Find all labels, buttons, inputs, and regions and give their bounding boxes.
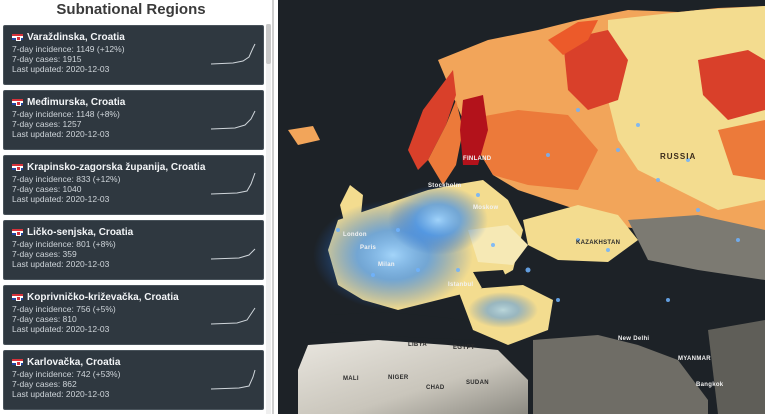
map-label-mali: MALI (343, 376, 359, 382)
map-label-new-delhi: New Delhi (618, 336, 650, 342)
map-label-niger: NIGER (388, 375, 409, 381)
region-card[interactable]: Karlovačka, Croatia 7-day incidence: 742 … (3, 350, 264, 410)
region-name: Međimurska, Croatia (27, 96, 126, 108)
world-map[interactable]: RUSSIA FINLAND Stockholm Moskow London P… (278, 0, 765, 414)
region-cases: 7-day cases: 1915 (12, 54, 82, 64)
region-cases: 7-day cases: 810 (12, 314, 77, 324)
region-incidence: 7-day incidence: 756 (+5%) (12, 304, 116, 314)
east-orange (718, 120, 765, 180)
east-red-patch (698, 50, 765, 120)
region-list: Varaždinska, Croatia 7-day incidence: 114… (3, 25, 264, 415)
southeast-asia (708, 320, 765, 414)
region-card-header: Međimurska, Croatia (12, 95, 257, 109)
region-cases: 7-day cases: 359 (12, 249, 77, 259)
map-canvas[interactable] (278, 0, 765, 414)
region-name: Varaždinska, Croatia (27, 31, 125, 43)
croatia-flag-icon (12, 228, 23, 236)
region-card-header: Ličko-senjska, Croatia (12, 225, 257, 239)
region-name: Krapinsko-zagorska županija, Croatia (27, 161, 206, 173)
croatia-flag-icon (12, 163, 23, 171)
china-mongolia (628, 215, 765, 280)
region-name: Karlovačka, Croatia (27, 356, 121, 368)
subnational-regions-panel: Subnational Regions Varaždinska, Croatia… (0, 0, 274, 414)
croatia-flag-icon (12, 33, 23, 41)
region-updated: Last updated: 2020-12-03 (12, 324, 110, 334)
siberia-red (563, 30, 628, 110)
arabia-india (533, 335, 708, 414)
trend-sparkline (210, 369, 256, 390)
region-name: Koprivničko-križevačka, Croatia (27, 291, 179, 303)
region-card[interactable]: Koprivničko-križevačka, Croatia 7-day inc… (3, 285, 264, 345)
region-updated: Last updated: 2020-12-03 (12, 389, 110, 399)
trend-sparkline (210, 307, 256, 325)
map-label-bangkok: Bangkok (696, 382, 724, 388)
map-label-stockholm: Stockholm (428, 183, 462, 189)
map-label-finland: FINLAND (463, 156, 492, 162)
black-sea (473, 270, 510, 290)
region-card-header: Koprivničko-križevačka, Croatia (12, 290, 257, 304)
croatia-flag-icon (12, 293, 23, 301)
map-label-moscow: Moskow (473, 205, 499, 211)
europe-hotspot-glow-2 (388, 185, 488, 255)
region-cases: 7-day cases: 1040 (12, 184, 82, 194)
region-card-header: Varaždinska, Croatia (12, 30, 257, 44)
mediterranean (328, 312, 488, 340)
far-north-island (548, 20, 598, 55)
map-label-milan: Milan (378, 262, 395, 268)
region-card[interactable]: Krapinsko-zagorska županija, Croatia 7-da… (3, 155, 264, 215)
region-incidence: 7-day incidence: 801 (+8%) (12, 239, 116, 249)
map-label-sudan: SUDAN (466, 380, 489, 386)
region-card-header: Krapinsko-zagorska županija, Croatia (12, 160, 257, 174)
region-cases: 7-day cases: 862 (12, 379, 77, 389)
region-incidence: 7-day incidence: 833 (+12%) (12, 174, 121, 184)
trend-sparkline (210, 43, 256, 65)
western-russia (463, 110, 598, 190)
region-updated: Last updated: 2020-12-03 (12, 194, 110, 204)
map-label-libya: LIBYA (408, 342, 427, 348)
region-card[interactable]: Varaždinska, Croatia 7-day incidence: 114… (3, 25, 264, 85)
trend-sparkline (210, 172, 256, 195)
region-updated: Last updated: 2020-12-03 (12, 64, 110, 74)
norway (408, 70, 456, 170)
region-cases: 7-day cases: 1257 (12, 119, 82, 129)
region-incidence: 7-day incidence: 742 (+53%) (12, 369, 121, 379)
trend-sparkline (210, 248, 256, 260)
finland-region (460, 95, 488, 165)
map-label-london: London (343, 232, 367, 238)
map-label-egypt: EGYPT (453, 345, 475, 351)
sahara (298, 340, 528, 414)
region-incidence: 7-day incidence: 1148 (+8%) (12, 109, 120, 119)
case-dots (336, 108, 740, 302)
map-label-istanbul: Istanbul (448, 282, 474, 288)
region-incidence: 7-day incidence: 1149 (+12%) (12, 44, 125, 54)
croatia-flag-icon (12, 98, 23, 106)
scrollbar[interactable] (266, 24, 271, 414)
iceland (288, 126, 320, 145)
croatia-flag-icon (12, 358, 23, 366)
map-label-russia: RUSSIA (660, 152, 697, 161)
region-card-header: Karlovačka, Croatia (12, 355, 257, 369)
region-updated: Last updated: 2020-12-03 (12, 129, 110, 139)
map-label-paris: Paris (360, 245, 377, 251)
trend-sparkline (210, 110, 256, 130)
sweden (428, 100, 463, 185)
region-name: Ličko-senjska, Croatia (27, 226, 134, 238)
region-card[interactable]: Ličko-senjska, Croatia 7-day incidence: 8… (3, 220, 264, 280)
region-updated: Last updated: 2020-12-03 (12, 259, 110, 269)
map-label-myanmar: MYANMAR (678, 356, 711, 362)
kazakhstan (523, 205, 638, 262)
mideast-hotspot-glow (468, 292, 538, 328)
scroll-thumb[interactable] (266, 24, 271, 64)
region-card[interactable]: Međimurska, Croatia 7-day incidence: 1148… (3, 90, 264, 150)
panel-title: Subnational Regions (56, 1, 206, 18)
map-label-kazakhstan: KAZAKHSTAN (576, 240, 621, 246)
map-label-chad: CHAD (426, 385, 445, 391)
